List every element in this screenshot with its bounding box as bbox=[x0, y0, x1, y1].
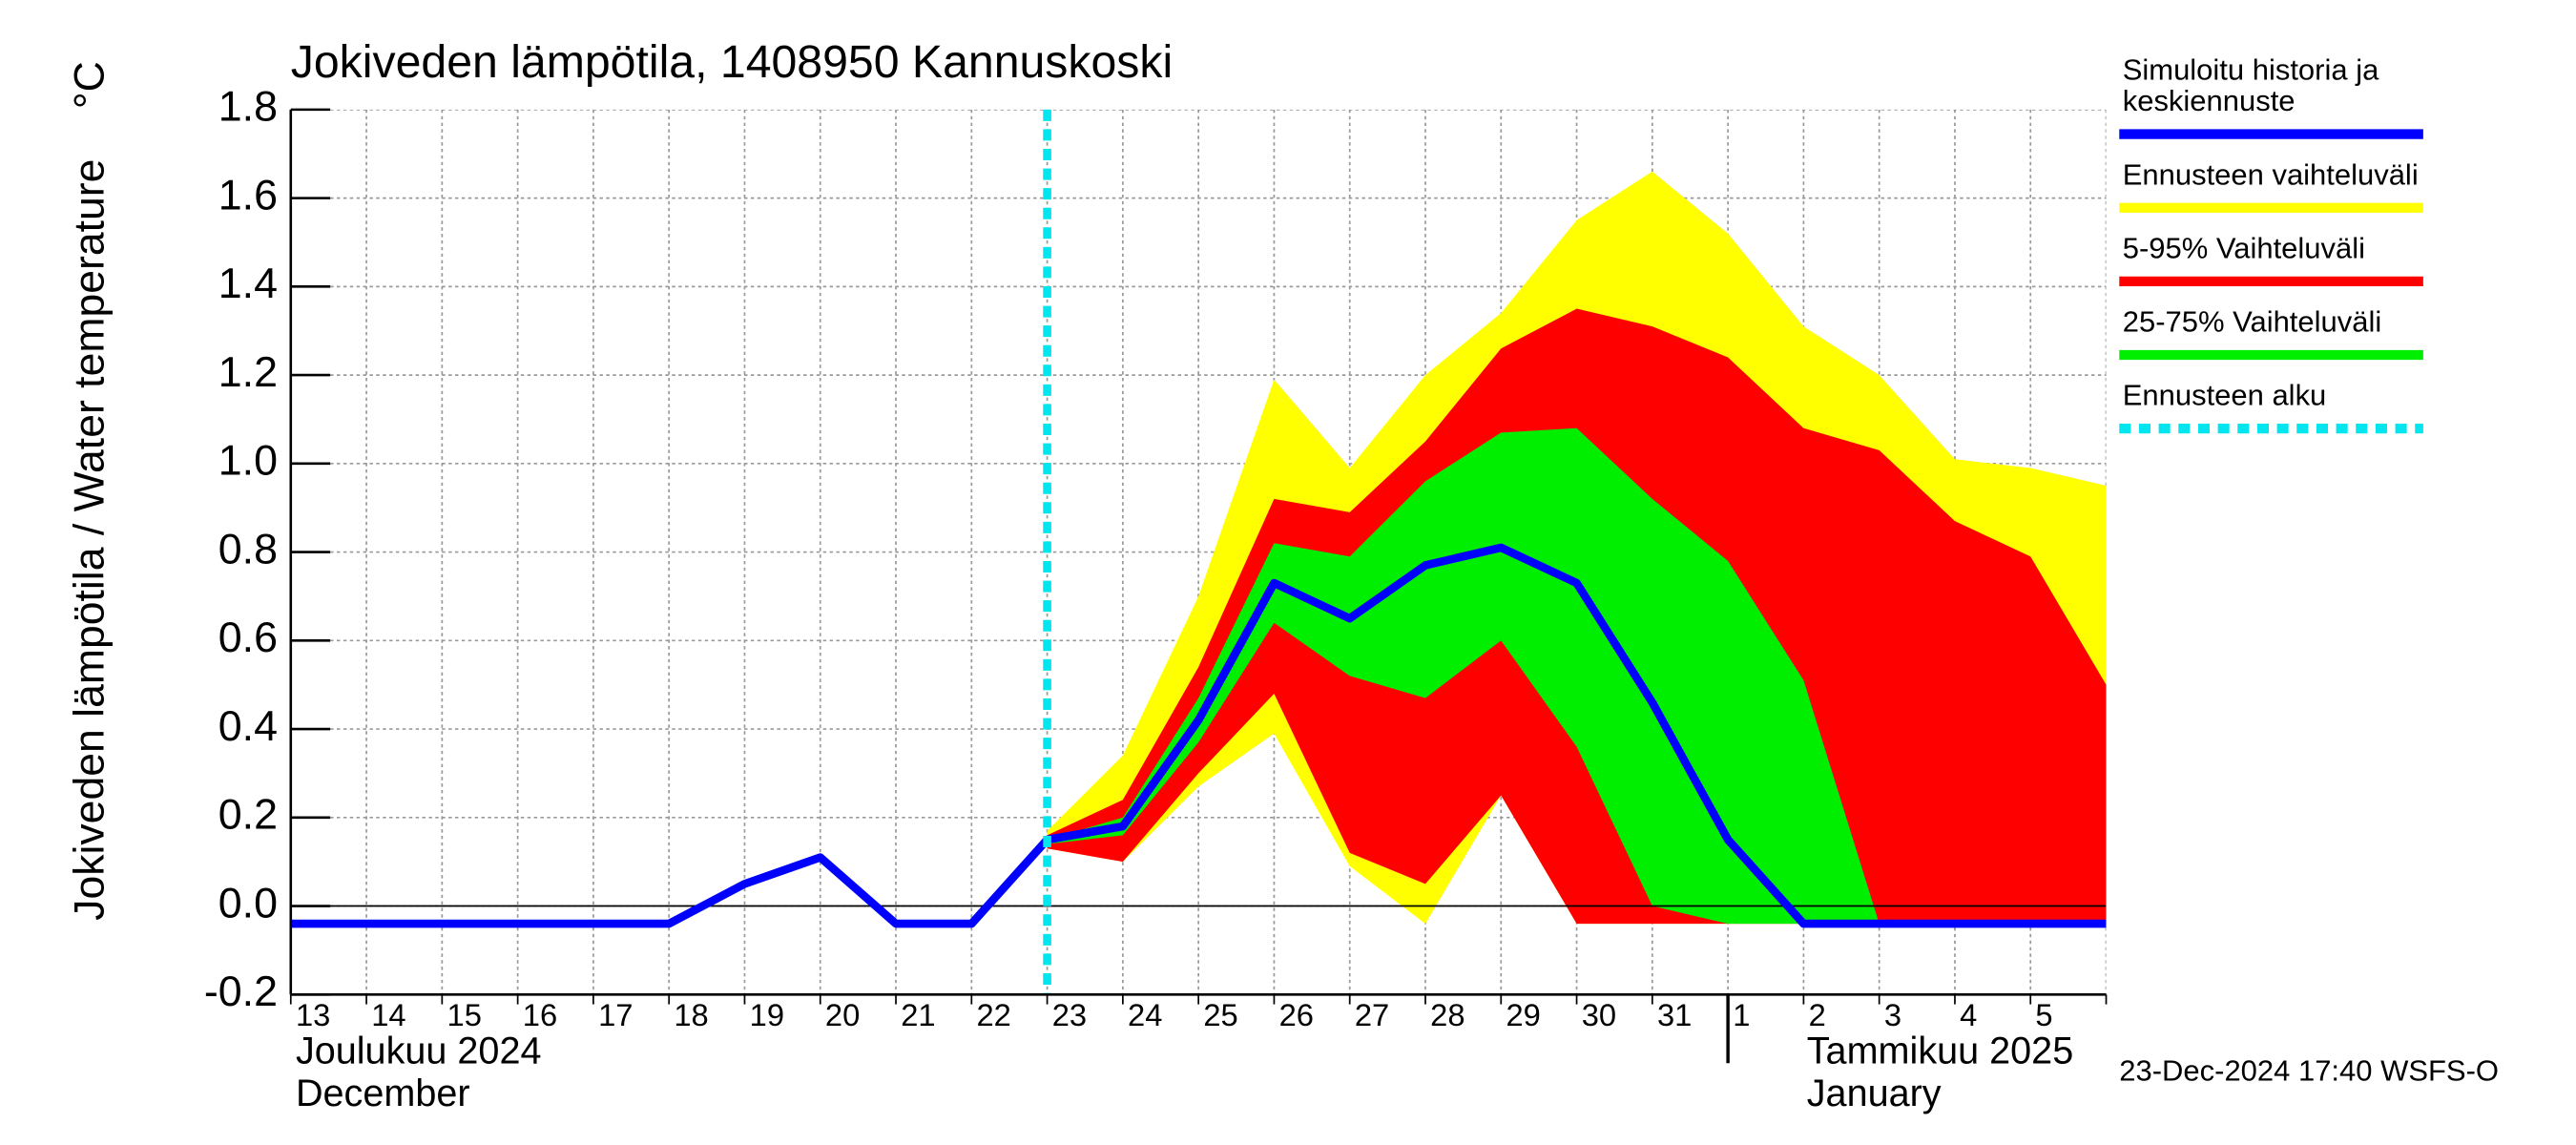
legend-label: Ennusteen alku bbox=[2123, 379, 2327, 412]
x-tick-label: 3 bbox=[1884, 997, 1901, 1032]
plot-area bbox=[290, 109, 2107, 995]
x-tick-label: 5 bbox=[2035, 997, 2052, 1032]
x-tick-label: 16 bbox=[523, 997, 557, 1032]
x-tick-label: 30 bbox=[1582, 997, 1616, 1032]
footer: 23-Dec-2024 17:40 WSFS-O bbox=[2119, 1054, 2499, 1088]
x-tick-label: 14 bbox=[371, 997, 405, 1032]
y-axis-unit: °C bbox=[66, 61, 113, 109]
x-tick-label: 17 bbox=[598, 997, 633, 1032]
x-tick-label: 25 bbox=[1203, 997, 1237, 1032]
legend-label: 5-95% Vaihteluväli bbox=[2123, 232, 2365, 265]
x-tick-label: 22 bbox=[976, 997, 1010, 1032]
y-axis-label: Jokiveden lämpötila / Water temperature bbox=[66, 159, 113, 921]
month-label: December bbox=[296, 1072, 470, 1114]
x-tick-label: 4 bbox=[1960, 997, 1977, 1032]
month-label: Joulukuu 2024 bbox=[296, 1030, 542, 1072]
series-line bbox=[290, 543, 2107, 928]
y-tick-label: 1.0 bbox=[218, 438, 278, 485]
x-tick-label: 2 bbox=[1809, 997, 1826, 1032]
x-tick-label: 20 bbox=[825, 997, 860, 1032]
month-label: Tammikuu 2025 bbox=[1807, 1030, 2073, 1072]
y-tick-label: 1.2 bbox=[218, 349, 278, 396]
y-tick-label: 0.6 bbox=[218, 614, 278, 661]
x-tick-label: 1 bbox=[1733, 997, 1750, 1032]
month-label: January bbox=[1807, 1072, 1942, 1114]
chart-title: Jokiveden lämpötila, 1408950 Kannuskoski bbox=[291, 36, 1173, 88]
y-tick-label: 0.8 bbox=[218, 526, 278, 572]
y-tick-label: 1.6 bbox=[218, 172, 278, 219]
x-tick-label: 21 bbox=[901, 997, 935, 1032]
y-tick-label: 0.4 bbox=[218, 703, 278, 750]
x-tick-label: 19 bbox=[750, 997, 784, 1032]
y-tick-label: -0.2 bbox=[204, 968, 278, 1015]
x-tick-label: 23 bbox=[1052, 997, 1087, 1032]
legend-label: Simuloitu historia ja keskiennuste bbox=[2123, 53, 2379, 117]
y-tick-label: 1.4 bbox=[218, 260, 278, 307]
legend-label: 25-75% Vaihteluväli bbox=[2123, 305, 2381, 339]
x-tick-label: 27 bbox=[1355, 997, 1389, 1032]
x-tick-label: 28 bbox=[1430, 997, 1465, 1032]
x-tick-label: 18 bbox=[674, 997, 708, 1032]
x-tick-label: 26 bbox=[1279, 997, 1314, 1032]
x-tick-label: 13 bbox=[296, 997, 330, 1032]
forecast-band bbox=[1047, 427, 2107, 925]
y-tick-label: 0.0 bbox=[218, 880, 278, 926]
x-tick-label: 24 bbox=[1128, 997, 1162, 1032]
x-tick-label: 15 bbox=[447, 997, 482, 1032]
y-tick-label: 1.8 bbox=[218, 84, 278, 131]
legend-label: Ennusteen vaihteluväli bbox=[2123, 157, 2419, 191]
x-tick-label: 29 bbox=[1506, 997, 1540, 1032]
y-tick-label: 0.2 bbox=[218, 792, 278, 839]
x-tick-label: 31 bbox=[1657, 997, 1692, 1032]
